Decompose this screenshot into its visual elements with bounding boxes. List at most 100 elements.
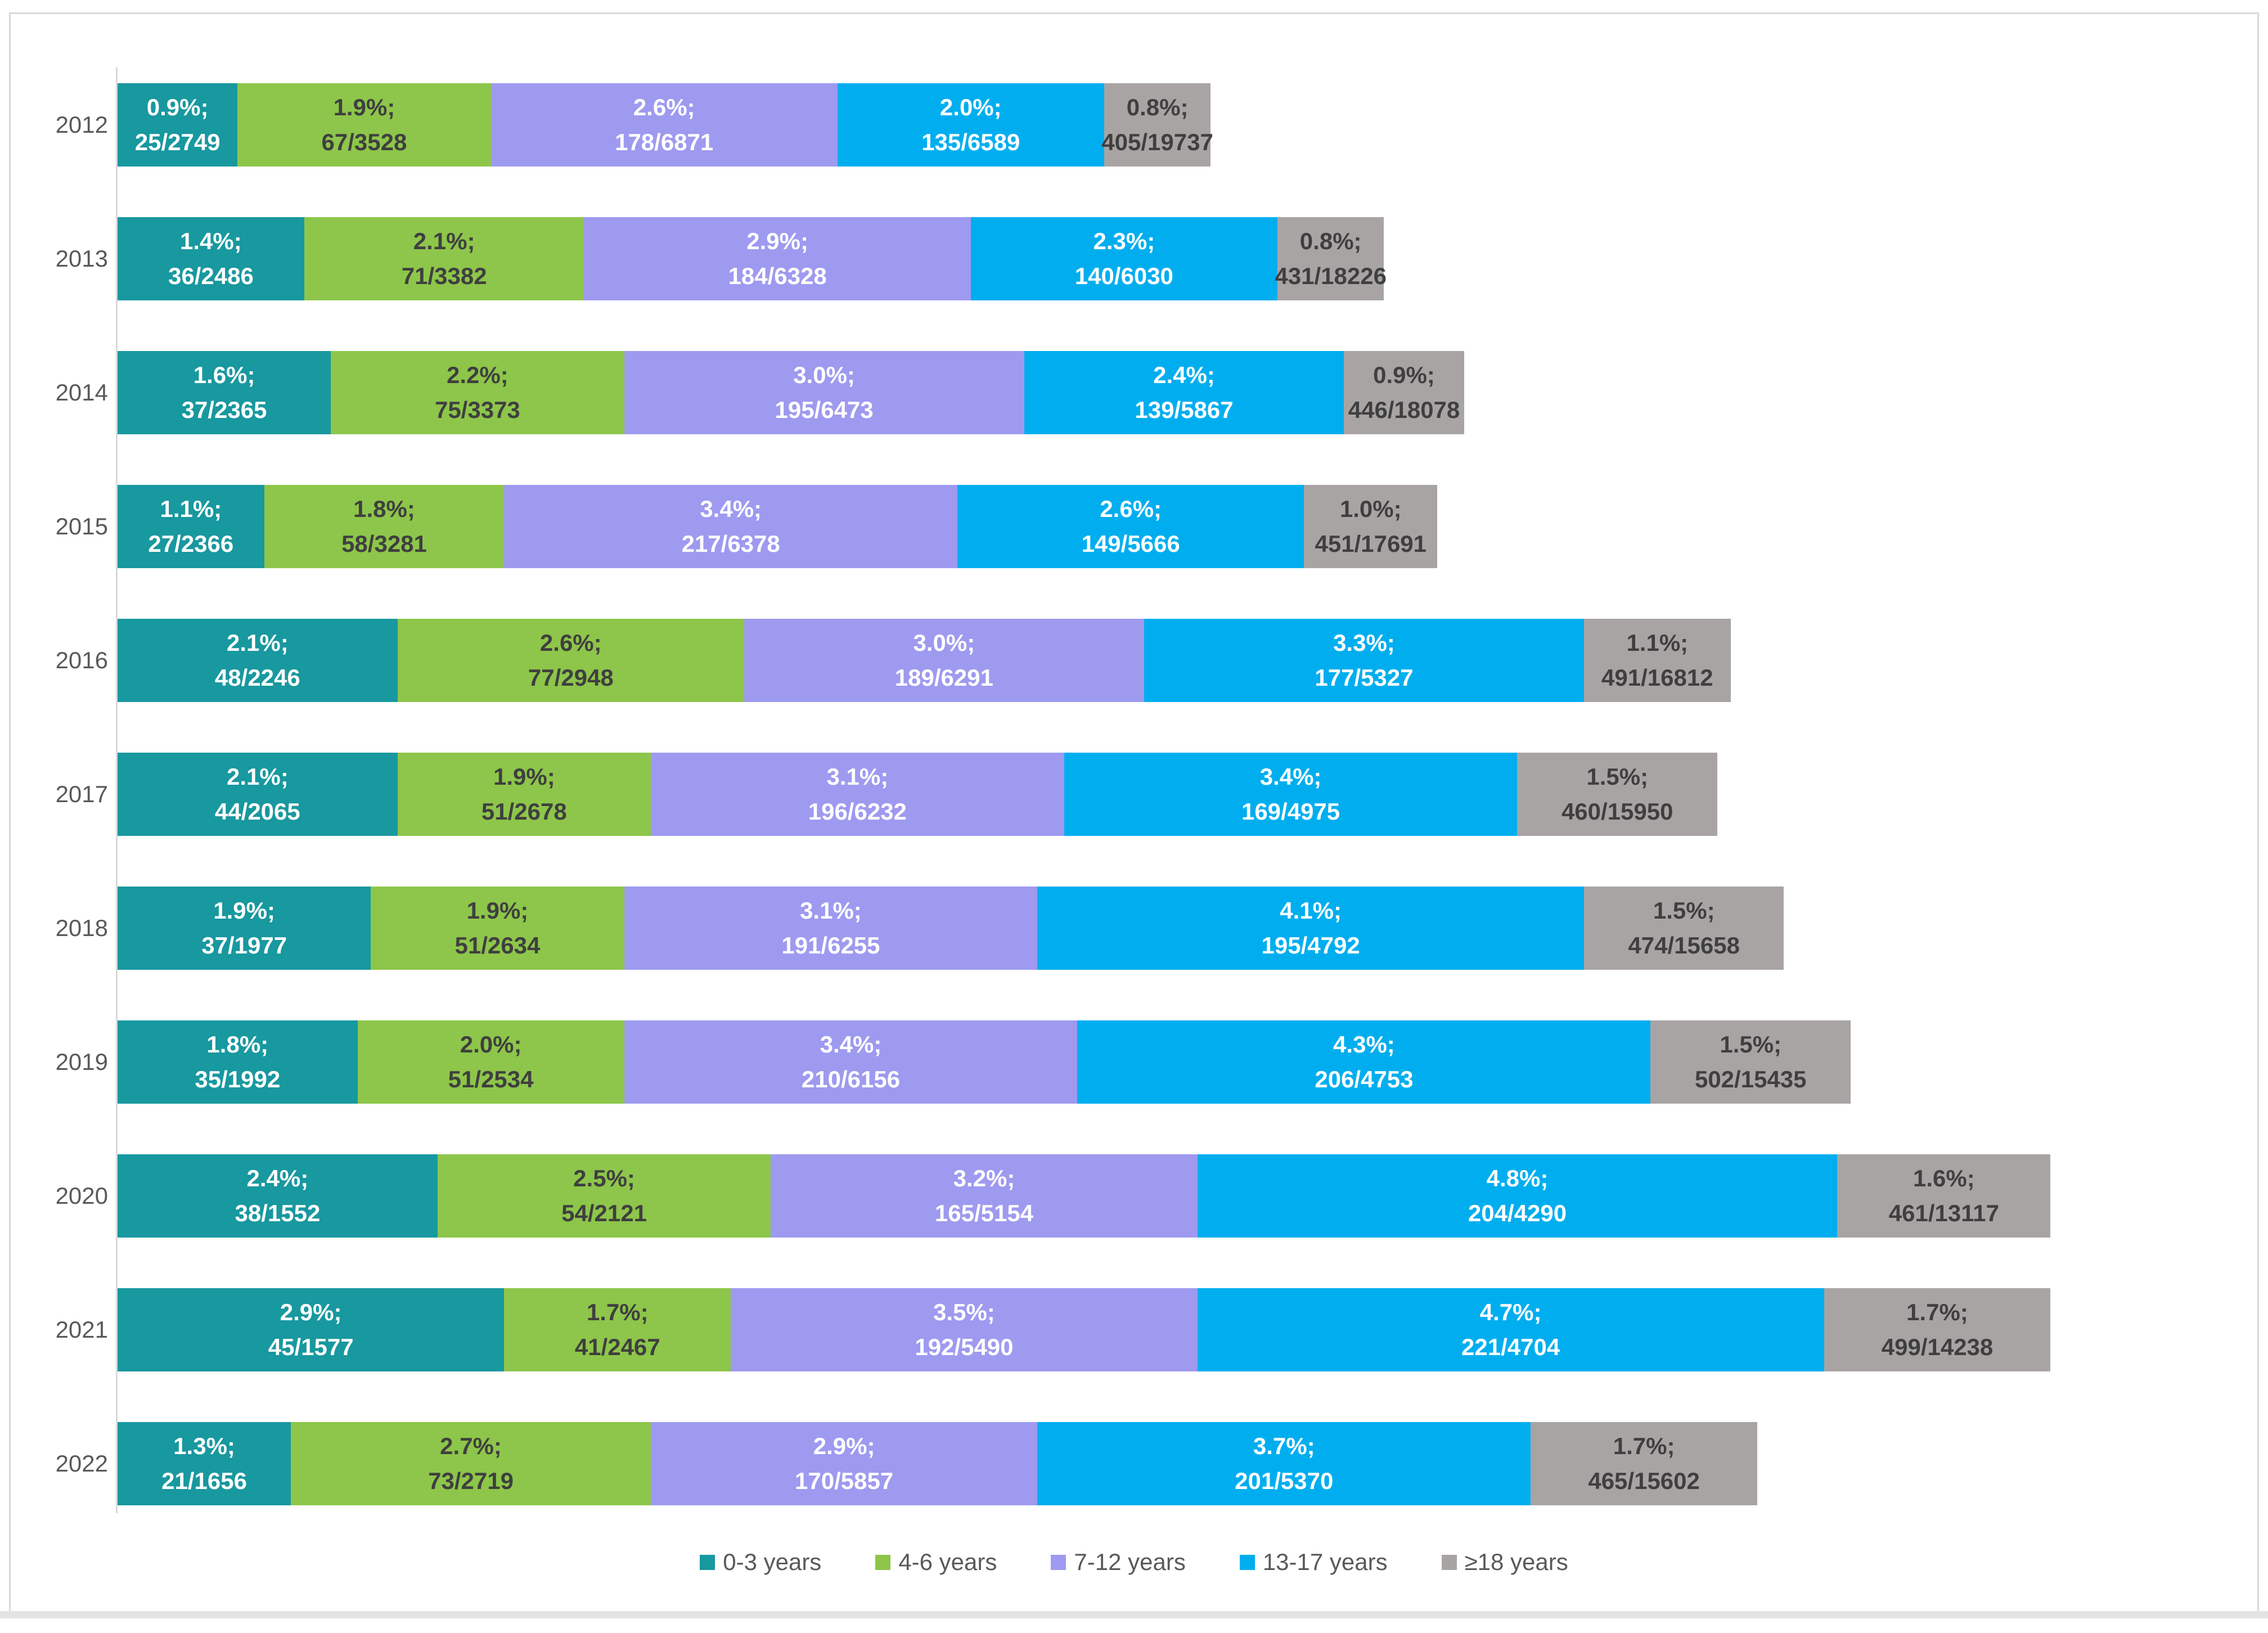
bar-row-2013: 2013 1.4%; 36/2486 2.1%; 71/3382 2.9%; 184/632… xyxy=(11,217,2257,300)
year-label: 2012 xyxy=(55,111,108,138)
segment-4-6-years: 1.9%; 67/3528 xyxy=(237,83,491,167)
segment-label: 2.2%; 75/3373 xyxy=(434,362,520,423)
segment-7-12-years: 3.0%; 189/6291 xyxy=(744,619,1144,702)
segment-13-17-years: 4.7%; 221/4704 xyxy=(1197,1288,1824,1371)
segment-4-6-years: 1.8%; 58/3281 xyxy=(264,485,505,568)
segment-label: 1.7%; 465/15602 xyxy=(1588,1433,1700,1494)
legend: 0-3 years 4-6 years 7-12 years 13-17 years ≥… xyxy=(11,1549,2257,1576)
segment-13-17-years: 2.0%; 135/6589 xyxy=(837,83,1104,167)
stacked-bar: 1.9%; 37/1977 1.9%; 51/2634 3.1%; 191/6255 4.1… xyxy=(118,887,1784,970)
segment-label: 2.0%; 51/2534 xyxy=(448,1031,534,1092)
segment-label: 1.3%; 21/1656 xyxy=(161,1433,247,1494)
year-label: 2013 xyxy=(55,245,108,272)
segment-≥18-years: 1.1%; 491/16812 xyxy=(1583,619,1731,702)
year-label: 2017 xyxy=(55,781,108,807)
segment-7-12-years: 3.5%; 192/5490 xyxy=(731,1288,1198,1371)
segment-7-12-years: 2.6%; 178/6871 xyxy=(490,83,838,167)
segment-7-12-years: 3.2%; 165/5154 xyxy=(771,1154,1198,1238)
stacked-bar: 2.4%; 38/1552 2.5%; 54/2121 3.2%; 165/5154 4.8… xyxy=(118,1154,2051,1238)
segment-0-3-years: 1.1%; 27/2366 xyxy=(118,485,264,568)
bar-row-2014: 2014 1.6%; 37/2365 2.2%; 75/3373 3.0%; 195/647… xyxy=(11,351,2257,434)
legend-item-4-6-years: 4-6 years xyxy=(875,1549,997,1576)
segment-label: 1.8%; 58/3281 xyxy=(341,496,427,557)
legend-swatch-icon xyxy=(1239,1554,1255,1570)
segment-13-17-years: 2.4%; 139/5867 xyxy=(1024,351,1344,434)
segment-4-6-years: 2.1%; 71/3382 xyxy=(304,217,584,300)
segment-4-6-years: 2.2%; 75/3373 xyxy=(331,351,624,434)
segment-label: 2.1%; 48/2246 xyxy=(214,629,300,691)
segment-label: 2.7%; 73/2719 xyxy=(428,1433,514,1494)
segment-4-6-years: 2.5%; 54/2121 xyxy=(437,1154,771,1238)
stacked-bar: 2.9%; 45/1577 1.7%; 41/2467 3.5%; 192/5490 4.7… xyxy=(118,1288,2051,1371)
segment-13-17-years: 2.3%; 140/6030 xyxy=(970,217,1277,300)
segment-0-3-years: 2.1%; 44/2065 xyxy=(118,753,398,836)
segment-0-3-years: 1.8%; 35/1992 xyxy=(118,1020,358,1104)
segment-label: 2.1%; 44/2065 xyxy=(214,763,300,825)
segment-label: 2.6%; 178/6871 xyxy=(615,94,714,155)
segment-label: 3.4%; 210/6156 xyxy=(801,1031,901,1092)
segment-label: 1.6%; 37/2365 xyxy=(181,362,267,423)
segment-4-6-years: 2.6%; 77/2948 xyxy=(397,619,744,702)
segment-label: 3.1%; 196/6232 xyxy=(808,763,907,825)
bar-row-2017: 2017 2.1%; 44/2065 1.9%; 51/2678 3.1%; 196/623… xyxy=(11,753,2257,836)
year-label: 2020 xyxy=(55,1182,108,1209)
stacked-bar: 0.9%; 25/2749 1.9%; 67/3528 2.6%; 178/6871 2.0… xyxy=(118,83,1213,167)
segment-13-17-years: 3.7%; 201/5370 xyxy=(1037,1422,1531,1505)
legend-label: 4-6 years xyxy=(898,1549,997,1575)
segment-0-3-years: 1.6%; 37/2365 xyxy=(118,351,331,434)
segment-0-3-years: 1.9%; 37/1977 xyxy=(118,887,371,970)
segment-label: 0.9%; 25/2749 xyxy=(134,94,220,155)
segment-label: 1.7%; 499/14238 xyxy=(1881,1299,1994,1360)
segment-≥18-years: 1.6%; 461/13117 xyxy=(1837,1154,2051,1238)
segment-≥18-years: 1.7%; 499/14238 xyxy=(1824,1288,2051,1371)
bottom-edge-band xyxy=(0,1611,2268,1618)
segment-label: 3.2%; 165/5154 xyxy=(934,1165,1034,1226)
bar-row-2018: 2018 1.9%; 37/1977 1.9%; 51/2634 3.1%; 191/625… xyxy=(11,887,2257,970)
segment-≥18-years: 0.9%; 446/18078 xyxy=(1344,351,1464,434)
segment-label: 2.5%; 54/2121 xyxy=(561,1165,647,1226)
segment-label: 1.9%; 37/1977 xyxy=(201,897,287,959)
segment-4-6-years: 1.7%; 41/2467 xyxy=(504,1288,731,1371)
segment-0-3-years: 1.3%; 21/1656 xyxy=(118,1422,291,1505)
chart-frame: 2012 0.9%; 25/2749 1.9%; 67/3528 2.6%; 178/687… xyxy=(9,12,2259,1614)
legend-item-0-3-years: 0-3 years xyxy=(700,1549,821,1576)
segment-label: 3.0%; 189/6291 xyxy=(894,629,993,691)
segment-label: 1.9%; 51/2678 xyxy=(481,763,567,825)
segment-label: 2.9%; 170/5857 xyxy=(795,1433,894,1494)
bar-row-2022: 2022 1.3%; 21/1656 2.7%; 73/2719 2.9%; 170/585… xyxy=(11,1422,2257,1505)
legend-swatch-icon xyxy=(1441,1554,1457,1570)
legend-label: 7-12 years xyxy=(1074,1549,1186,1575)
segment-0-3-years: 2.1%; 48/2246 xyxy=(118,619,398,702)
segment-label: 2.6%; 149/5666 xyxy=(1081,496,1180,557)
segment-7-12-years: 3.0%; 195/6473 xyxy=(624,351,1024,434)
year-label: 2015 xyxy=(55,513,108,539)
bar-row-2016: 2016 2.1%; 48/2246 2.6%; 77/2948 3.0%; 189/629… xyxy=(11,619,2257,702)
year-label: 2019 xyxy=(55,1049,108,1075)
segment-≥18-years: 0.8%; 405/19737 xyxy=(1101,83,1213,167)
legend-item-13-17-years: 13-17 years xyxy=(1239,1549,1388,1576)
segment-≥18-years: 1.0%; 451/17691 xyxy=(1304,485,1438,568)
segment-4-6-years: 2.0%; 51/2534 xyxy=(357,1020,624,1104)
segment-7-12-years: 3.4%; 210/6156 xyxy=(624,1020,1078,1104)
segment-≥18-years: 1.5%; 460/15950 xyxy=(1517,753,1717,836)
segment-label: 1.1%; 491/16812 xyxy=(1601,629,1713,691)
segment-label: 4.1%; 195/4792 xyxy=(1261,897,1360,959)
segment-label: 2.9%; 45/1577 xyxy=(268,1299,354,1360)
segment-13-17-years: 4.8%; 204/4290 xyxy=(1197,1154,1838,1238)
segment-label: 2.0%; 135/6589 xyxy=(921,94,1020,155)
segment-label: 1.8%; 35/1992 xyxy=(195,1031,281,1092)
segment-0-3-years: 1.4%; 36/2486 xyxy=(118,217,304,300)
segment-label: 0.9%; 446/18078 xyxy=(1348,362,1460,423)
segment-label: 1.5%; 502/15435 xyxy=(1694,1031,1807,1092)
segment-4-6-years: 2.7%; 73/2719 xyxy=(291,1422,651,1505)
year-label: 2021 xyxy=(55,1316,108,1343)
segment-label: 1.5%; 474/15658 xyxy=(1628,897,1740,959)
legend-swatch-icon xyxy=(875,1554,891,1570)
bar-row-2020: 2020 2.4%; 38/1552 2.5%; 54/2121 3.2%; 165/515… xyxy=(11,1154,2257,1238)
legend-item-≥18-years: ≥18 years xyxy=(1441,1549,1568,1576)
segment-label: 3.0%; 195/6473 xyxy=(775,362,874,423)
segment-label: 1.9%; 67/3528 xyxy=(321,94,407,155)
bar-row-2021: 2021 2.9%; 45/1577 1.7%; 41/2467 3.5%; 192/549… xyxy=(11,1288,2257,1371)
segment-label: 2.3%; 140/6030 xyxy=(1074,228,1173,289)
segment-label: 3.3%; 177/5327 xyxy=(1315,629,1414,691)
